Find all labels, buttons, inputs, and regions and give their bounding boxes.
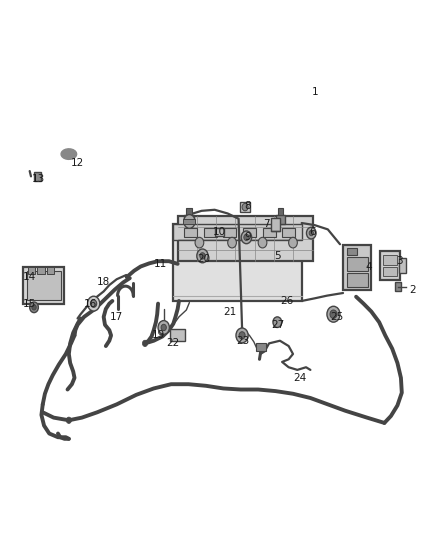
Circle shape [244,234,249,240]
Bar [346,257,368,271]
Text: 20: 20 [197,254,210,263]
Text: 1: 1 [311,86,318,96]
Bar [278,208,283,215]
Bar [215,228,224,236]
Text: 23: 23 [237,336,250,346]
Text: 11: 11 [154,259,167,269]
Bar [23,266,64,304]
Circle shape [242,204,248,211]
Circle shape [330,310,337,318]
Text: 21: 21 [223,306,237,317]
Circle shape [236,328,248,343]
Bar [47,266,54,274]
Bar [282,228,295,237]
Bar [204,228,217,237]
Circle shape [88,296,100,311]
Circle shape [258,237,267,248]
Bar [383,255,396,265]
Text: 12: 12 [71,158,84,168]
Text: 25: 25 [330,312,343,322]
Text: 16: 16 [84,298,97,309]
Bar [240,203,251,212]
Bar [271,217,280,231]
Bar [256,343,266,351]
Circle shape [200,253,205,259]
Circle shape [30,302,39,313]
Text: 2: 2 [410,285,416,295]
Bar [346,273,368,287]
Circle shape [273,317,282,327]
Bar [223,228,237,237]
Circle shape [197,249,208,263]
Text: 17: 17 [110,312,124,322]
Bar [173,224,302,240]
Text: 15: 15 [23,298,36,309]
Text: 22: 22 [167,338,180,349]
Bar [346,248,357,255]
Text: 19: 19 [152,330,165,341]
Bar [184,228,197,237]
Bar [173,224,302,301]
Bar [262,228,276,237]
Circle shape [161,324,166,330]
Bar [276,215,285,224]
Text: 9: 9 [244,232,251,243]
Text: 14: 14 [23,272,36,282]
Circle shape [289,237,297,248]
Text: 24: 24 [293,373,306,383]
Text: 10: 10 [212,227,226,237]
Text: 13: 13 [32,174,45,184]
Bar [170,329,185,341]
Text: 8: 8 [244,200,251,211]
Text: 6: 6 [309,227,316,237]
Circle shape [91,300,97,308]
Bar [399,258,406,273]
Circle shape [195,237,204,248]
Text: 18: 18 [97,277,110,287]
Bar [395,282,401,292]
Circle shape [309,230,314,236]
Text: 5: 5 [275,251,281,261]
Bar [37,266,45,274]
Bar [184,219,195,223]
Polygon shape [61,149,77,159]
Text: 7: 7 [264,219,270,229]
Bar [28,266,35,274]
Text: 26: 26 [280,296,293,306]
Text: 4: 4 [366,262,372,271]
Circle shape [66,417,71,423]
Circle shape [184,215,195,228]
Bar [343,245,371,290]
Text: 3: 3 [396,256,403,266]
Circle shape [142,340,148,346]
Bar [184,215,194,224]
Circle shape [228,237,237,248]
Bar [186,208,191,215]
Circle shape [307,227,316,239]
Bar [34,172,41,181]
Bar [243,228,256,237]
Bar [178,216,313,261]
Text: 27: 27 [271,320,284,330]
Bar [383,266,396,276]
Circle shape [158,320,170,334]
Bar [27,271,60,300]
Bar [380,251,399,280]
Circle shape [241,231,252,244]
Circle shape [239,332,245,339]
Circle shape [327,306,340,322]
Circle shape [32,305,36,310]
